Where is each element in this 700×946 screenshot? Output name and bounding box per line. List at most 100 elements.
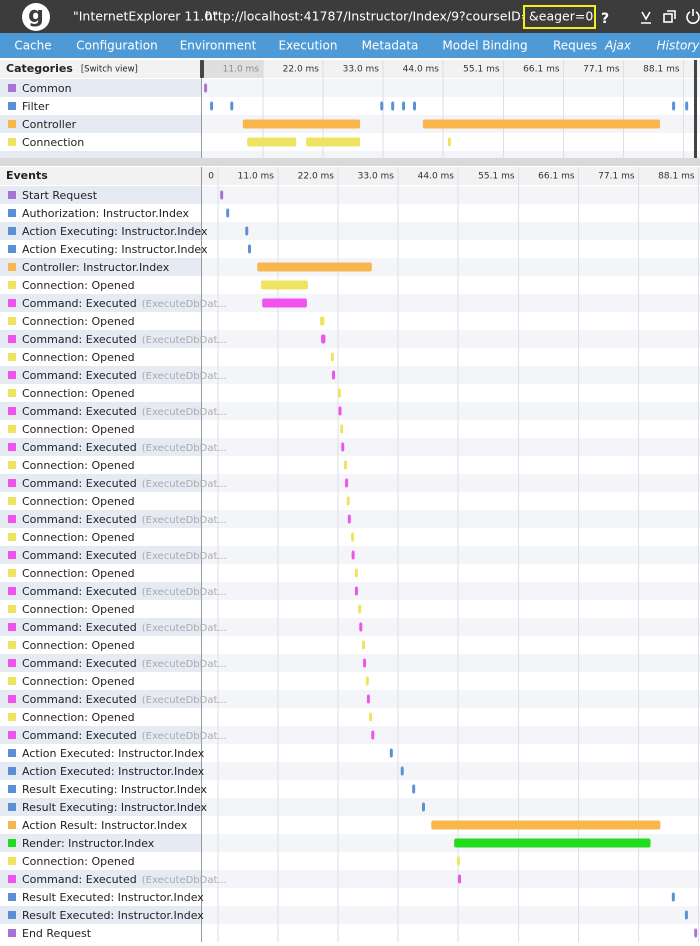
timeline-bar [363, 658, 367, 668]
tab[interactable]: Execution [279, 39, 338, 53]
tab[interactable]: History [657, 39, 700, 53]
category-swatch [8, 731, 16, 739]
row-label-bg [0, 240, 201, 258]
row-label-bg [0, 474, 201, 492]
request-url[interactable]: http://localhost:41787/Instructor/Index/… [205, 9, 563, 24]
category-swatch [8, 785, 16, 793]
tick-label: 22.0 ms [298, 172, 335, 182]
row-track-bg [202, 798, 700, 816]
category-swatch [8, 911, 16, 919]
row-label-bg [0, 834, 201, 852]
category-swatch [8, 713, 16, 721]
row-track-bg [202, 546, 700, 564]
category-swatch [8, 533, 16, 541]
row-label-bg [0, 654, 201, 672]
tab[interactable]: Configuration [76, 39, 157, 53]
row-detail: (ExecuteDbDat... [142, 623, 227, 634]
row-label-bg [0, 258, 201, 276]
timeline-bar [684, 910, 688, 920]
range-handle-right[interactable] [694, 60, 697, 158]
category-swatch [8, 695, 16, 703]
tab[interactable]: Reques [553, 39, 597, 53]
row-track-bg [202, 600, 700, 618]
row-label-bg [0, 600, 201, 618]
row-label: Action Executed: Instructor.Index [22, 765, 205, 778]
row-track-bg [202, 402, 700, 420]
row-track-bg [202, 276, 700, 294]
row-label-bg [0, 204, 201, 222]
category-swatch [8, 515, 16, 523]
row-label: Connection: Opened [22, 387, 135, 400]
power-icon[interactable] [686, 9, 700, 24]
timeline-bar [391, 101, 395, 111]
row-label: Action Executing: Instructor.Index [22, 243, 208, 256]
timeline-bar [447, 137, 451, 147]
row-detail: (ExecuteDbDat... [142, 515, 227, 526]
category-swatch [8, 191, 16, 199]
timeline-bar [330, 352, 334, 362]
row-label-bg [0, 636, 201, 654]
row-label: Command: Executed [22, 729, 137, 742]
category-swatch [8, 677, 16, 685]
logo[interactable] [22, 3, 50, 31]
row-track-bg [202, 690, 700, 708]
timeline-bar [366, 694, 370, 704]
row-track-bg [202, 906, 700, 924]
row-label-bg [0, 492, 201, 510]
tab[interactable]: Ajax [604, 39, 632, 53]
row-track-bg [202, 438, 700, 456]
row-detail: (ExecuteDbDat... [142, 875, 227, 886]
row-label: Connection: Opened [22, 459, 135, 472]
timeline-bar [454, 838, 651, 848]
row-label: Command: Executed [22, 297, 137, 310]
timeline-bar [338, 406, 342, 416]
tab[interactable]: Environment [180, 39, 257, 53]
tick-label: 66.1 ms [523, 65, 560, 75]
timeline-bar [694, 928, 698, 938]
row-track-bg [202, 888, 700, 906]
events-content: Events 0 11.0 ms 22.0 ms 33.0 ms 44.0 ms 55.1 … [0, 167, 700, 942]
timeline-bar [226, 208, 230, 218]
row-label-bg [0, 798, 201, 816]
row-label: Render: Instructor.Index [22, 837, 155, 850]
timeline-bar [431, 820, 661, 830]
row-label: Result Executed: Instructor.Index [22, 909, 204, 922]
row-label-bg [0, 816, 201, 834]
row-label-bg [0, 510, 201, 528]
category-swatch [8, 641, 16, 649]
timeline-bar [365, 676, 369, 686]
row-label-bg [0, 708, 201, 726]
tick-label: 77.1 ms [583, 65, 620, 75]
row-label-bg [0, 438, 201, 456]
category-swatch [8, 857, 16, 865]
category-swatch [8, 227, 16, 235]
switch-view[interactable]: [Switch view] [81, 65, 138, 75]
timeline-bar [262, 298, 307, 308]
help-button[interactable]: ? [601, 11, 609, 27]
popout-icon[interactable] [663, 13, 673, 23]
timeline-bar [412, 784, 416, 794]
row-label-bg [0, 133, 201, 151]
row-track-bg [202, 97, 700, 115]
row-label-bg [0, 582, 201, 600]
row-label: Connection: Opened [22, 603, 135, 616]
tab[interactable]: Metadata [362, 39, 419, 53]
range-handle-left[interactable] [200, 60, 204, 78]
panel-splitter[interactable] [0, 158, 700, 166]
timeline-bar [371, 730, 375, 740]
category-swatch [8, 551, 16, 559]
row-track-bg [202, 708, 700, 726]
category-swatch [8, 245, 16, 253]
tab[interactable]: Model Binding [442, 39, 527, 53]
row-track-bg [202, 510, 700, 528]
minimize-icon[interactable] [641, 11, 651, 24]
row-label: Action Result: Instructor.Index [22, 819, 188, 832]
row-label-bg [0, 115, 201, 133]
row-track-bg [202, 312, 700, 330]
tick-label: 33.0 ms [343, 65, 380, 75]
tab[interactable]: Cache [14, 39, 51, 53]
row-label-bg [0, 222, 201, 240]
row-label-bg [0, 618, 201, 636]
